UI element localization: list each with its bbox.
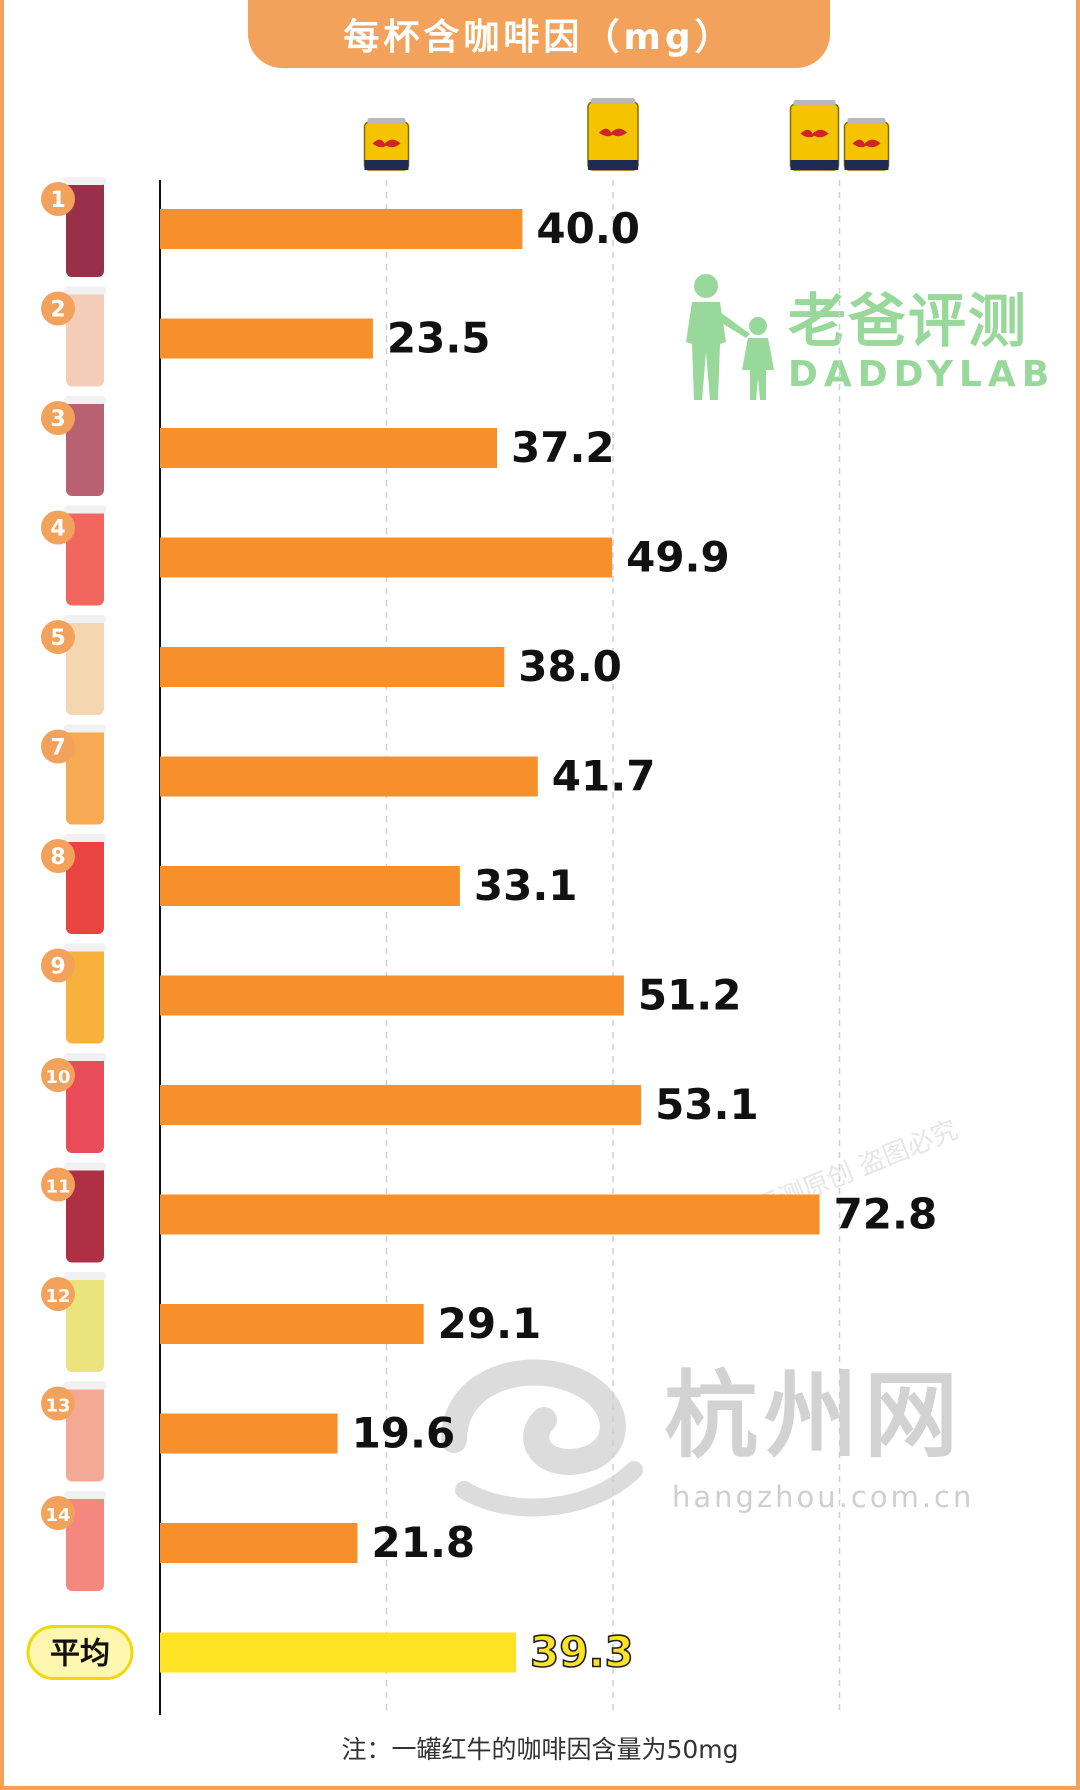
rank-number: 2 [50,298,65,323]
cup-lid-icon [64,286,106,295]
cup-lid-icon [64,1162,106,1171]
bar [160,318,373,359]
drink-cup-icon [66,179,104,277]
rank-badge [41,291,75,326]
rank-number: 8 [50,845,65,870]
drink-cup-icon [66,398,104,496]
cup-lid-icon [64,1053,106,1061]
bar [160,428,498,468]
bar-value-label: 23.5 [387,314,491,363]
one-and-half-can-icon [789,100,890,171]
hangzhou-logo-icon [441,1359,643,1517]
bar [160,1085,642,1125]
cup-lid-icon [64,177,106,185]
drink-cup-icon [66,288,104,387]
rank-badge [41,1167,75,1202]
bar [160,1413,338,1454]
bar [160,1304,424,1344]
bar [160,647,505,687]
bar [160,975,624,1016]
cup-lid-icon [64,396,106,404]
bar-value-label: 49.9 [626,533,730,582]
bar [160,866,460,906]
cup-lid-icon [64,724,106,733]
rank-badge [41,510,75,545]
cup-lid-icon [64,943,106,952]
hangzhou-watermark: 杭州网 hangzhou.com.cn [424,1340,1024,1530]
drink-cup-icon [66,945,104,1044]
drink-cup-icon [66,836,104,934]
hangzhou-en-label: hangzhou.com.cn [672,1480,975,1514]
drink-cup-icon [66,617,104,715]
drink-cup-icon [66,1383,104,1482]
average-badge [26,1625,134,1680]
bar-value-label: 51.2 [638,971,742,1020]
rank-number: 5 [50,626,65,651]
drink-cup-icon [66,726,104,825]
rank-badge [41,839,75,873]
daddylab-cn-label: 老爸评测 [788,287,1029,355]
drink-cup-icon [66,1055,104,1153]
average-value-label: 39.3 [530,1628,634,1677]
bar [160,537,613,578]
rank-number: 7 [50,736,65,761]
footnote: 注：一罐红牛的咖啡因含量为50mg [341,1735,739,1764]
rank-badge [41,401,75,435]
rank-number: 10 [45,1067,70,1088]
bar-value-label: 33.1 [474,861,578,910]
average-bar [160,1632,517,1673]
bar-value-label: 40.0 [536,204,640,253]
bar [160,209,523,249]
bar-value-label: 72.8 [834,1190,938,1239]
cup-lid-icon [64,1272,106,1280]
parent-child-icon [686,274,774,400]
rank-badge [41,182,75,216]
drink-cup-icon [66,1164,104,1263]
bar [160,1194,820,1235]
chart-title: 每杯含咖啡因（mg） [248,0,830,68]
rank-number: 1 [50,188,65,213]
half-can-icon [363,118,410,171]
daddylab-en-label: DADDYLAB [788,354,1056,395]
can-icon [587,98,639,171]
drink-cup-icon [66,1493,104,1591]
rank-badge [41,729,75,764]
bar-value-label: 29.1 [438,1299,542,1348]
cup-lid-icon [64,505,106,514]
hangzhou-cn-label: 杭州网 [664,1362,965,1471]
cup-lid-icon [64,834,106,842]
bar [160,1523,358,1563]
bar-value-label: 21.8 [372,1518,476,1567]
rank-badge [41,1277,75,1311]
rank-badge [41,620,75,654]
drink-cup-icon [66,507,104,606]
rank-badge [41,1496,75,1530]
daddylab-watermark: 老爸评测 DADDYLAB [676,272,1049,402]
bar-value-label: 53.1 [655,1080,759,1129]
bar [160,756,538,797]
bar-value-label: 37.2 [511,423,615,472]
cup-lid-icon [64,1381,106,1390]
rank-number: 9 [50,955,65,980]
bar-value-label: 19.6 [352,1409,456,1458]
cup-lid-icon [64,615,106,623]
drink-cup-icon [66,1274,104,1372]
rank-badge [41,1058,75,1092]
bar-value-label: 41.7 [552,752,656,801]
rank-badge [41,1386,75,1421]
rank-badge [41,948,75,983]
rank-number: 13 [45,1396,70,1417]
rank-number: 12 [45,1286,70,1307]
rank-number: 4 [50,517,65,542]
rank-number: 14 [45,1505,70,1526]
cup-lid-icon [64,1491,106,1499]
bar-value-label: 38.0 [518,642,622,691]
rank-number: 3 [50,407,65,432]
average-label: 平均 [50,1637,110,1672]
rank-number: 11 [45,1177,70,1198]
